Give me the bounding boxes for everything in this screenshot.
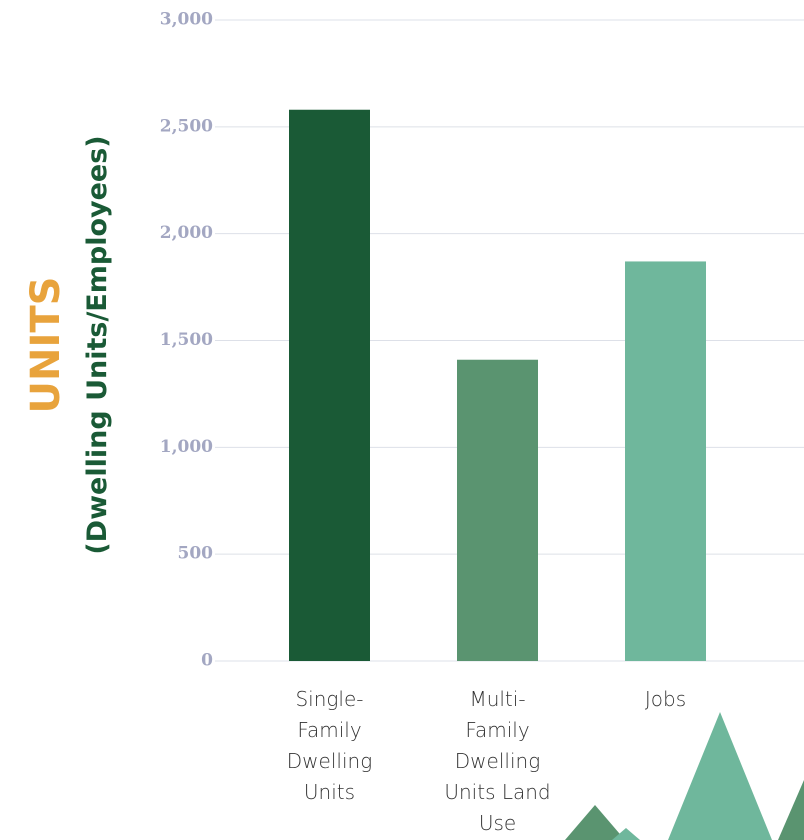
y-axis-title: UNITS	[23, 277, 69, 414]
y-axis-subtitle: (Dwelling Units/Employees)	[82, 135, 113, 554]
decoration	[668, 712, 772, 840]
y-tick-label: 0	[201, 651, 213, 671]
y-tick-label: 1,500	[160, 330, 213, 350]
y-tick-label: 2,000	[160, 223, 213, 243]
y-tick-label: 500	[178, 544, 214, 564]
bar	[457, 359, 538, 661]
bar	[625, 261, 706, 661]
x-tick-label: Single-Family Dwelling Units	[286, 687, 373, 804]
y-tick-label: 1,000	[160, 437, 213, 457]
y-tick-label: 3,000	[160, 10, 213, 30]
decoration	[778, 780, 804, 840]
x-tick-label: Jobs	[644, 687, 687, 711]
x-tick-label: Multi-Family Dwelling Units Land Use	[444, 687, 551, 835]
y-tick-label: 2,500	[160, 116, 213, 136]
bar	[289, 109, 370, 662]
decoration	[565, 805, 625, 840]
decoration	[612, 828, 640, 840]
